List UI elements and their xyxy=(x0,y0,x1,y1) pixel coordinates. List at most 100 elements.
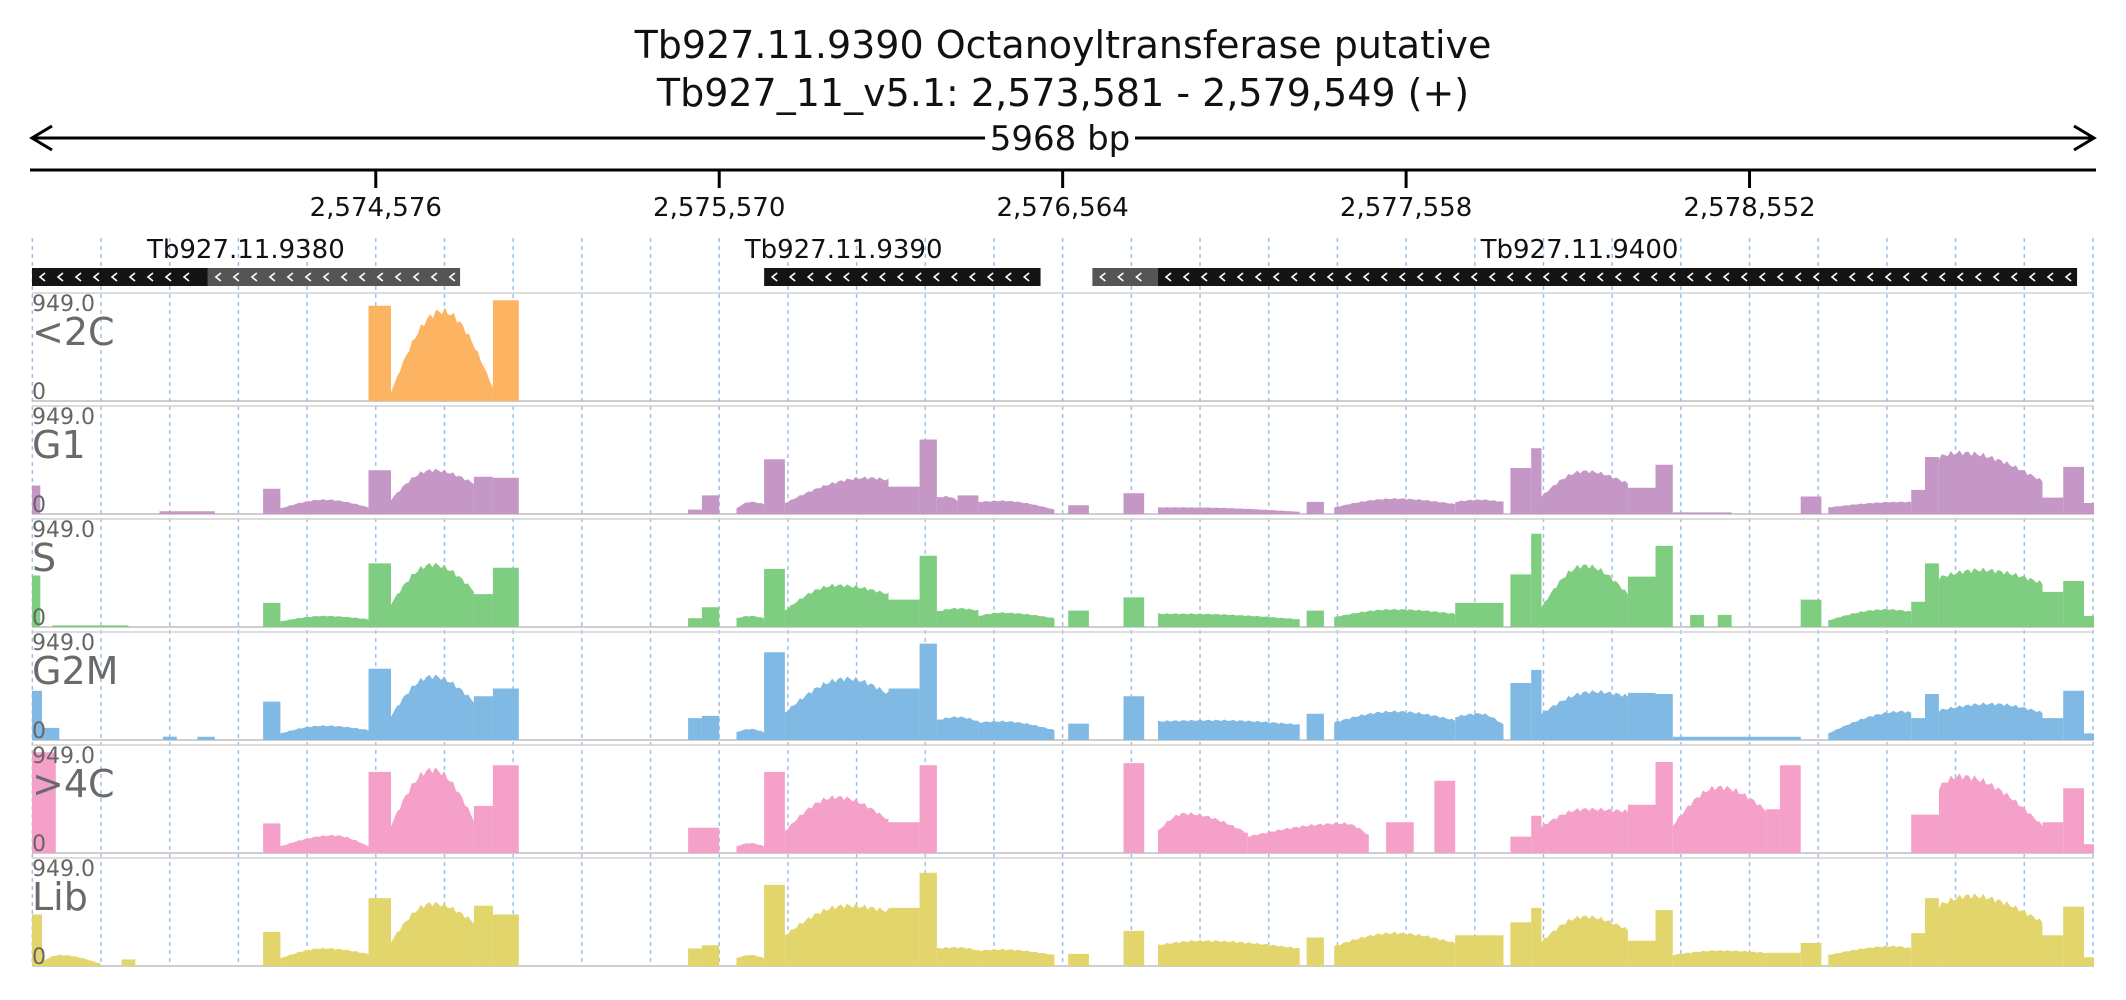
coverage-tracks: 949.0<2C0949.0G10949.0S0949.0G2M0949.0>4… xyxy=(32,292,2094,970)
coverage-block xyxy=(2063,466,2084,514)
strand-chevron-icon xyxy=(1398,272,1406,282)
strand-chevron-icon xyxy=(788,272,796,282)
strand-chevron-icon xyxy=(38,272,46,282)
coverage-block xyxy=(159,511,215,514)
coverage-block xyxy=(919,765,937,853)
track-min-label: 0 xyxy=(32,832,46,857)
strand-chevron-icon xyxy=(1416,272,1424,282)
track-name-label: S xyxy=(32,536,56,580)
coverage-block xyxy=(1123,930,1145,966)
coverage-block xyxy=(1123,696,1145,740)
coverage-block xyxy=(1158,939,1300,966)
coverage-block xyxy=(1306,713,1324,740)
coverage-block xyxy=(888,907,920,966)
coverage-block xyxy=(368,771,391,853)
coverage-block xyxy=(1510,574,1532,627)
strand-chevron-icon xyxy=(1506,272,1514,282)
coverage-block xyxy=(1627,576,1656,627)
coverage-block xyxy=(1911,718,1925,740)
strand-chevron-icon xyxy=(1380,272,1388,282)
strand-chevron-icon xyxy=(1022,272,1030,282)
span-length-label: 5968 bp xyxy=(990,119,1131,159)
coverage-block xyxy=(1306,501,1324,514)
strand-chevron-icon xyxy=(1362,272,1370,282)
strand-chevron-icon xyxy=(448,272,456,282)
coverage-block xyxy=(32,575,41,627)
track-max-label: 949.0 xyxy=(32,292,95,317)
coverage-block xyxy=(1541,564,1628,627)
coverage-block xyxy=(1925,694,1939,740)
strand-chevron-icon xyxy=(1974,272,1982,282)
coverage-block xyxy=(2084,844,2094,853)
coverage-block xyxy=(280,947,369,966)
gene-label[interactable]: Tb927.11.9380 xyxy=(146,235,345,265)
coverage-block xyxy=(391,562,474,627)
coverage-block xyxy=(978,500,1055,514)
gene-label[interactable]: Tb927.11.9400 xyxy=(1480,235,1679,265)
coverage-block xyxy=(1541,807,1628,853)
coverage-block xyxy=(888,486,920,514)
strand-chevron-icon xyxy=(1578,272,1586,282)
strand-chevron-icon xyxy=(1272,272,1280,282)
strand-chevron-icon xyxy=(842,272,850,282)
coverage-block xyxy=(492,914,519,966)
coverage-block xyxy=(1068,505,1089,514)
strand-chevron-icon xyxy=(286,272,294,282)
strand-chevron-icon xyxy=(1326,272,1334,282)
strand-chevron-icon xyxy=(1200,272,1208,282)
track-min-label: 0 xyxy=(32,380,46,405)
strand-chevron-icon xyxy=(304,272,312,282)
strand-chevron-icon xyxy=(250,272,258,282)
coverage-block xyxy=(368,470,391,514)
coverage-block xyxy=(32,752,56,853)
coverage-block xyxy=(492,567,519,627)
strand-chevron-icon xyxy=(1218,272,1226,282)
strand-chevron-icon xyxy=(1866,272,1874,282)
strand-chevron-icon xyxy=(1099,272,1106,282)
coverage-block xyxy=(2084,957,2094,966)
coverage-block xyxy=(1911,489,1925,514)
strand-chevron-icon xyxy=(860,272,868,282)
coverage-block xyxy=(1510,922,1532,966)
coverage-block xyxy=(1531,669,1542,740)
coverage-block xyxy=(1531,448,1542,514)
coverage-block xyxy=(1800,943,1822,966)
coverage-block xyxy=(368,668,391,740)
coverage-block xyxy=(2042,591,2064,627)
gene-feature xyxy=(32,268,208,286)
strand-chevron-icon xyxy=(322,272,330,282)
gene-feature xyxy=(207,268,461,286)
coverage-block xyxy=(492,300,519,401)
arrow-left-icon xyxy=(29,124,53,152)
coverage-block xyxy=(764,459,785,514)
coverage-block xyxy=(784,676,889,740)
strand-chevron-icon xyxy=(358,272,366,282)
coverage-block xyxy=(1455,499,1504,514)
strand-chevron-icon xyxy=(1794,272,1802,282)
track-S: 949.0S 0 xyxy=(32,518,2094,631)
strand-chevron-icon xyxy=(1632,272,1640,282)
coverage-block xyxy=(1938,702,2043,740)
coverage-block xyxy=(701,945,720,966)
gene-label[interactable]: Tb927.11.9390 xyxy=(744,235,943,265)
strand-chevron-icon xyxy=(268,272,276,282)
coverage-block xyxy=(1334,931,1456,966)
coverage-block xyxy=(2084,616,2094,627)
track-min-label: 0 xyxy=(32,493,46,518)
coverage-block xyxy=(888,688,920,740)
strand-chevron-icon xyxy=(896,272,904,282)
coverage-block xyxy=(197,736,215,740)
strand-chevron-icon xyxy=(878,272,886,282)
coverage-block xyxy=(1717,614,1732,627)
track-name-label: G2M xyxy=(32,649,118,693)
strand-chevron-icon xyxy=(340,272,348,282)
coverage-block xyxy=(736,843,765,853)
strand-chevron-icon xyxy=(2028,272,2036,282)
strand-chevron-icon xyxy=(1650,272,1658,282)
coverage-block xyxy=(42,954,101,966)
coverage-block xyxy=(1068,953,1089,966)
strand-chevron-icon xyxy=(1596,272,1604,282)
coverage-block xyxy=(919,643,937,740)
strand-chevron-icon xyxy=(806,272,814,282)
coverage-block xyxy=(492,477,519,514)
